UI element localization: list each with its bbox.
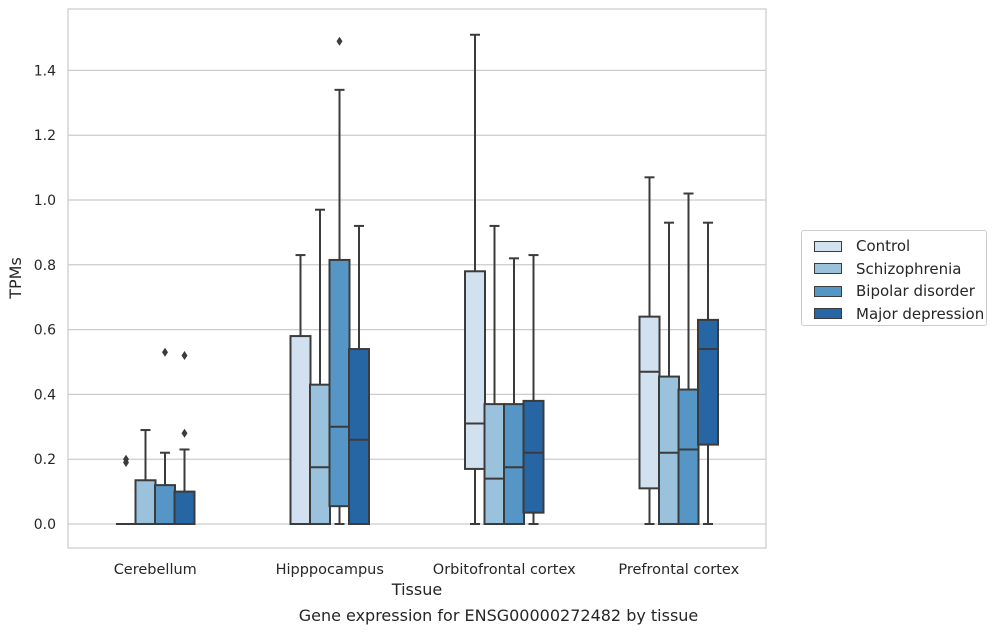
box-iqr [173, 490, 196, 526]
box-control [638, 176, 661, 525]
box-major-depression [348, 224, 370, 526]
legend-label-bipolar-disorder: Bipolar disorder [856, 282, 975, 301]
legend-item-control: Control [808, 235, 986, 258]
box-iqr [697, 318, 719, 446]
x-tick-label: Orbitofrontal cortex [433, 562, 576, 578]
y-tick-label: 0.4 [34, 387, 56, 403]
figure-caption: Gene expression for ENSG00000272482 by t… [298, 606, 699, 625]
y-tick-label: 0.8 [34, 258, 56, 274]
box-control [464, 33, 486, 525]
x-tick-label: Prefrontal cortex [618, 562, 739, 578]
x-tick-label: Cerebellum [114, 562, 197, 578]
y-tick-label: 1.0 [34, 193, 56, 209]
legend-item-bipolar-disorder: Bipolar disorder [808, 280, 986, 303]
x-axis-label: Tissue [391, 580, 442, 599]
box-bipolar-disorder [328, 36, 351, 525]
box-iqr [348, 348, 370, 526]
box-iqr [483, 403, 506, 525]
legend-label-control: Control [856, 237, 911, 256]
box-control [289, 254, 312, 525]
box-iqr [134, 479, 157, 526]
legend-swatch-major-depression [814, 308, 842, 320]
box-iqr [154, 484, 176, 525]
box-schizophrenia [483, 224, 506, 525]
box-groups [116, 33, 719, 526]
outlier-point [336, 36, 343, 46]
box-schizophrenia [309, 208, 331, 525]
outlier-point [162, 347, 168, 357]
y-tick-label: 1.4 [34, 63, 56, 79]
legend-label-major-depression: Major depression [856, 304, 985, 323]
legend-swatch-control [814, 240, 842, 252]
legend-item-schizophrenia: Schizophrenia [808, 258, 986, 281]
box-iqr [522, 399, 545, 514]
y-tick-label: 0.2 [34, 452, 56, 468]
legend-item-major-depression: Major depression [808, 303, 986, 326]
box-iqr [638, 315, 661, 490]
y-tick-label: 0.0 [34, 517, 56, 533]
box-bipolar-disorder [154, 347, 176, 525]
outlier-point [181, 351, 188, 361]
y-tick-label: 1.2 [34, 128, 56, 144]
box-schizophrenia [658, 221, 680, 525]
legend: Control Schizophrenia Bipolar disorder M… [801, 230, 987, 326]
box-iqr [677, 388, 700, 526]
box-control [116, 454, 136, 525]
legend-swatch-schizophrenia [814, 263, 842, 275]
x-axis-ticks: Cerebellum Hipppocampus Orbitofrontal cort… [114, 562, 740, 578]
y-axis-ticks: 0.0 0.2 0.4 0.6 0.8 1.0 1.2 1.4 [34, 63, 56, 533]
box-iqr [309, 383, 331, 525]
outlier-point [123, 454, 129, 464]
box-schizophrenia [134, 429, 157, 526]
legend-label-schizophrenia: Schizophrenia [856, 259, 962, 278]
y-tick-label: 0.6 [34, 323, 56, 339]
box-iqr [658, 375, 680, 525]
x-tick-label: Hipppocampus [276, 562, 384, 578]
box-major-depression [173, 351, 196, 526]
box-major-depression [522, 254, 545, 525]
legend-swatch-bipolar-disorder [814, 285, 842, 297]
box-iqr [328, 258, 351, 508]
box-bipolar-disorder [503, 257, 525, 525]
box-bipolar-disorder [677, 192, 700, 526]
box-iqr [289, 335, 312, 525]
box-iqr [503, 403, 525, 525]
outlier-point [181, 428, 188, 438]
box-iqr [464, 270, 486, 470]
y-axis-label: TPMs [6, 257, 25, 300]
box-major-depression [697, 221, 719, 525]
plot-area [67, 8, 767, 549]
